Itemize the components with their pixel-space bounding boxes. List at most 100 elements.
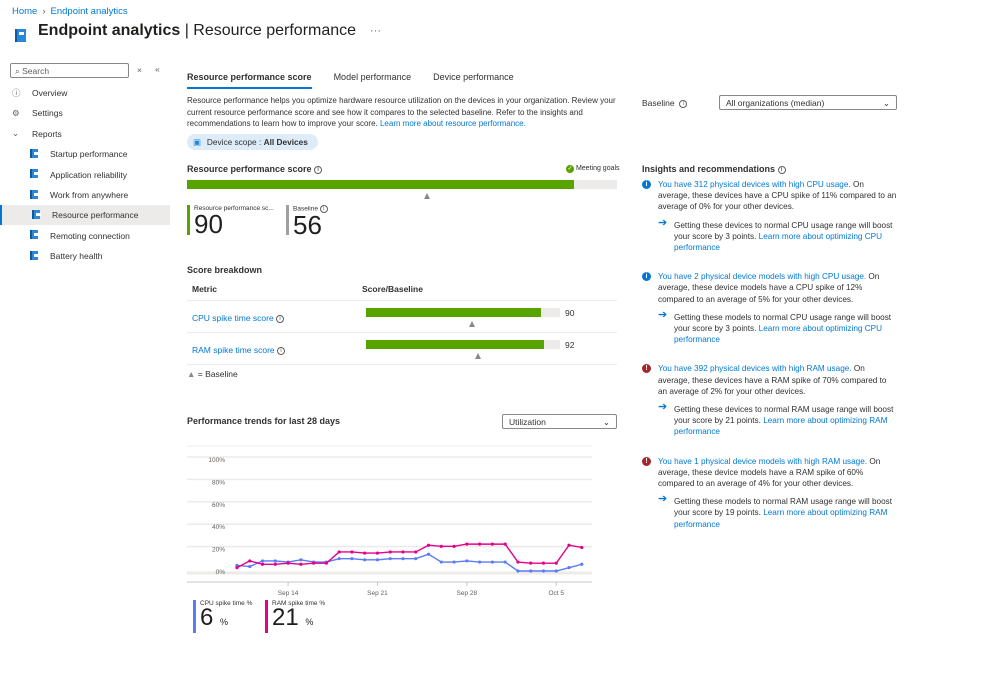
- table-row: CPU spike time score i 90: [187, 300, 617, 332]
- description: Resource performance helps you optimize …: [187, 96, 616, 128]
- insight-link[interactable]: You have 312 physical devices with high …: [658, 180, 851, 189]
- arrow-right-icon: ➔: [658, 216, 668, 229]
- divider: [187, 364, 617, 365]
- y-tick-label: 20%: [212, 547, 225, 554]
- y-tick-label: 100%: [208, 457, 225, 464]
- metric-score-value: 90: [565, 308, 575, 318]
- insight-link[interactable]: You have 2 physical device models with h…: [658, 272, 867, 282]
- arrow-right-icon: ➔: [658, 308, 668, 321]
- x-tick-label: Oct 5: [548, 590, 564, 597]
- table-row: RAM spike time score i 92: [187, 332, 617, 364]
- device-scope-button[interactable]: ▣ Device scope : All Devices: [187, 133, 318, 150]
- info-icon[interactable]: i: [777, 165, 786, 174]
- column-header-score: Score/Baseline: [362, 284, 423, 294]
- insight-item: i You have 312 physical devices with high…: [642, 179, 897, 253]
- data-point: [337, 550, 341, 554]
- search-input[interactable]: ⌕ Search: [10, 63, 129, 78]
- insight-item: i You have 2 physical device models with …: [642, 271, 897, 345]
- data-point: [414, 557, 418, 561]
- trend-chart: 0% 20% 40% 60% 80% 100% Sep 14 Sep 21 Sep 28 Oct …: [187, 445, 592, 597]
- trends-title: Performance trends for last 28 days: [187, 416, 341, 426]
- metric-link[interactable]: CPU spike time score i: [192, 313, 285, 323]
- info-icon[interactable]: i: [679, 99, 688, 108]
- tab-model-performance[interactable]: Model performance: [333, 72, 412, 82]
- status-badge: ✓ Meeting goals: [566, 165, 620, 173]
- insight-link[interactable]: You have 1 physical device models with h…: [658, 456, 868, 466]
- data-point: [286, 561, 290, 565]
- breadcrumb-home[interactable]: Home: [12, 6, 38, 17]
- data-point: [273, 562, 277, 566]
- error-icon: !: [642, 456, 651, 466]
- book-icon: [30, 250, 44, 262]
- data-point: [337, 557, 341, 561]
- learn-more-link[interactable]: Learn more about resource performance.: [379, 119, 526, 128]
- collapse-sidebar-icon[interactable]: «: [155, 64, 160, 74]
- data-point: [350, 550, 354, 554]
- data-point: [529, 569, 533, 573]
- series-line-cpu: [236, 553, 582, 572]
- sidebar-item-battery-health[interactable]: Battery health: [0, 246, 170, 266]
- learn-more-link[interactable]: Learn more about optimizing CPU performa…: [674, 324, 882, 345]
- metric-score-fill: [366, 308, 541, 317]
- column-header-metric: Metric: [192, 284, 218, 294]
- tab-resource-performance-score[interactable]: Resource performance score: [187, 70, 312, 89]
- metric-score-fill: [366, 340, 545, 349]
- info-icon[interactable]: i: [276, 314, 285, 323]
- baseline-dropdown[interactable]: All organizations (median) ⌄: [719, 95, 897, 110]
- chevron-down-icon: ⌄: [602, 417, 610, 427]
- learn-more-link[interactable]: Learn more about optimizing RAM performa…: [674, 416, 888, 437]
- sidebar-item-work-from-anywhere[interactable]: Work from anywhere: [0, 185, 170, 205]
- data-point: [452, 544, 456, 548]
- error-icon: !: [642, 364, 651, 374]
- legend-ram: RAM spike time % 21 %: [265, 600, 325, 633]
- info-icon[interactable]: i: [314, 165, 323, 174]
- utilization-dropdown[interactable]: Utilization ⌄: [502, 414, 617, 429]
- info-icon[interactable]: i: [319, 205, 328, 213]
- arrow-right-icon: ➔: [658, 493, 668, 506]
- y-tick-label: 80%: [212, 479, 225, 486]
- score-bar-fill: [187, 180, 574, 189]
- breadcrumb-endpoint-analytics[interactable]: Endpoint analytics: [50, 6, 128, 17]
- metric-link[interactable]: RAM spike time score i: [192, 345, 286, 355]
- baseline-label: Baseline i: [642, 98, 688, 108]
- x-tick-label: Sep 21: [367, 590, 388, 597]
- data-point: [375, 551, 380, 555]
- data-point: [414, 550, 418, 554]
- series-line-ram: [236, 543, 582, 569]
- sidebar-item-resource-performance[interactable]: Resource performance: [0, 205, 170, 226]
- data-point: [260, 559, 265, 563]
- sidebar-item-reports[interactable]: ⌄ Reports: [12, 128, 62, 139]
- tab-device-performance[interactable]: Device performance: [433, 72, 514, 82]
- data-point: [580, 545, 584, 550]
- insight-link[interactable]: You have 392 physical devices with high …: [658, 364, 852, 374]
- book-icon: [30, 189, 44, 201]
- chevron-right-icon: ›: [42, 6, 46, 17]
- learn-more-link[interactable]: Learn more about optimizing RAM performa…: [674, 508, 888, 529]
- sidebar-item-application-reliability[interactable]: Application reliability: [0, 165, 170, 185]
- data-point: [567, 543, 571, 547]
- sidebar-item-remoting-connection[interactable]: Remoting connection: [0, 226, 170, 246]
- data-point: [452, 560, 456, 564]
- data-point: [580, 562, 584, 566]
- baseline-marker: [475, 353, 482, 359]
- legend-cpu: CPU spike time % 6 %: [193, 600, 252, 633]
- data-point: [490, 560, 494, 564]
- sidebar-item-startup-performance[interactable]: Startup performance: [0, 144, 170, 164]
- chevron-down-icon: ⌄: [12, 128, 20, 139]
- description-block: Resource performance helps you optimize …: [187, 95, 617, 150]
- info-icon[interactable]: i: [277, 346, 286, 355]
- data-point: [554, 569, 558, 573]
- insights-list: i You have 312 physical devices with high…: [642, 179, 897, 530]
- clear-search-icon[interactable]: ×: [137, 65, 142, 75]
- y-tick-label: 40%: [212, 524, 225, 531]
- learn-more-link[interactable]: Learn more about optimizing CPU performa…: [674, 231, 882, 253]
- sidebar-item-overview[interactable]: ⓘ Overview: [12, 88, 68, 98]
- score-kpi: Resource performance sc... 90: [187, 205, 274, 237]
- book-icon: [15, 29, 26, 44]
- metric-score-value: 92: [565, 340, 575, 350]
- data-point: [478, 560, 482, 564]
- more-options-button[interactable]: ···: [370, 25, 382, 37]
- page-title: Endpoint analytics | Resource performanc…: [38, 22, 357, 39]
- sidebar-item-settings[interactable]: ⚙ Settings: [12, 107, 63, 119]
- info-filled-icon: i: [642, 272, 651, 282]
